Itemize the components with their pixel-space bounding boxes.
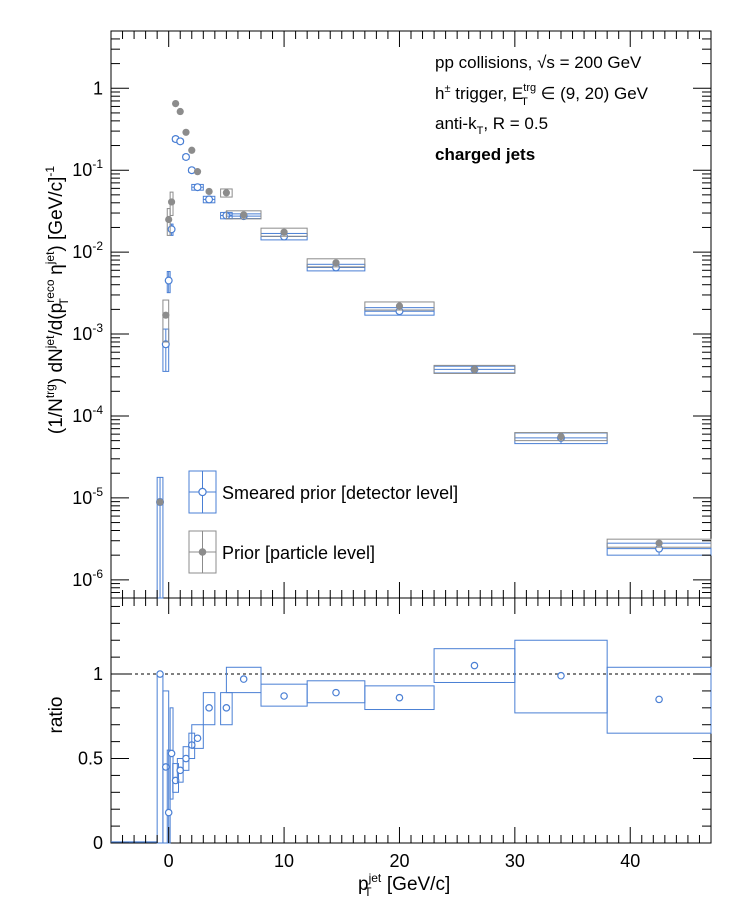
error-box [225,210,262,220]
data-point [156,498,164,506]
y-tick-label-lower: 0.5 [78,749,103,769]
legend-marker-smeared [198,487,207,497]
data-point [205,195,214,204]
ratio-box [172,763,180,793]
annotation-collisions: pp collisions, √s = 200 GeV [435,53,642,72]
ratio-point [182,754,190,763]
y-tick-label-upper: 10-6 [72,567,103,590]
legend-label-prior: Prior [particle level] [222,543,375,563]
y-tick-label-upper: 1 [93,78,103,98]
ratio-point [470,661,479,670]
data-point [161,340,170,349]
ratio-box [191,724,204,749]
error-box [364,301,435,311]
error-box [606,538,712,548]
data-point [188,146,196,154]
ratio-box [606,666,712,734]
data-point [193,183,202,192]
ratio-point [171,776,180,785]
x-tick-label: 40 [620,851,640,871]
ratio-point [557,671,565,680]
lower-panel-frame [110,597,712,844]
error-box [306,258,366,268]
data-point [395,302,404,310]
annotation-trigger: h± trigger, Etrg T ∈ (9, 20) GeV [435,82,649,108]
data-point [165,215,173,224]
data-point [280,228,288,236]
error-box [260,227,308,237]
annotation-jets: charged jets [435,145,535,164]
legend-marker-prior [198,548,207,556]
ratio-point [239,675,248,683]
ratio-point [167,749,176,758]
y-tick-label-upper: 10-3 [72,321,103,344]
data-point [470,365,479,374]
ratio-box [156,673,164,844]
data-point [162,311,170,319]
error-box [162,299,170,343]
lower-y-axis-label: ratio [46,697,67,734]
x-axis-label: pjet T [GeV/c] [358,871,450,899]
data-point [240,211,248,219]
data-point [172,99,180,108]
ratio-point [395,693,404,702]
error-box [220,188,233,198]
y-tick-label-upper: 10-2 [72,239,103,262]
data-point [182,128,190,136]
ratio-point [655,695,663,704]
x-tick-label: 10 [274,851,294,871]
legend: Smeared prior [detector level] Prior [pa… [188,470,458,574]
error-box [433,364,516,374]
data-point [167,198,176,206]
y-tick-label-upper: 10-4 [72,403,103,426]
legend-label-smeared: Smeared prior [detector level] [222,483,458,503]
data-point [176,107,184,116]
series-prior [156,99,712,548]
data-point [167,225,176,234]
data-point [655,539,663,547]
ratio-point [156,670,164,678]
error-box [514,432,608,442]
series-ratio [111,639,712,844]
x-tick-label: 0 [164,851,174,871]
data-point [193,168,202,176]
data-point [557,433,565,441]
data-point [182,152,191,161]
data-point [205,187,213,196]
annotation-algorithm: anti-kT, R = 0.5 [435,114,548,137]
ratio-box [225,666,262,694]
data-point [332,259,340,267]
lower-frame-rect [110,597,712,844]
x-tick-label: 20 [389,851,409,871]
ratio-point [162,763,170,771]
ratio-point [193,734,202,743]
upper-panel-series [156,99,712,599]
upper-y-axis-label: (1/Ntrg) dNjet/d(precoT ηjet) [GeV/c]-1 [43,166,71,434]
ratio-point [205,704,213,712]
y-tick-label-lower: 0 [93,833,103,853]
ratio-point [176,766,185,775]
lower-panel-series [111,639,712,844]
ratio-box [202,692,216,726]
ratio-point [164,808,173,817]
x-tick-label: 30 [505,851,525,871]
y-tick-label-upper: 10-5 [72,485,103,508]
data-point [222,189,230,197]
data-point [164,276,173,285]
ratio-box [364,685,435,711]
data-point [176,137,185,146]
ratio-point [280,692,288,700]
ratio-point [332,688,340,697]
y-tick-label-lower: 1 [93,664,103,684]
ratio-point [222,704,231,712]
y-tick-label-upper: 10-1 [72,157,103,180]
